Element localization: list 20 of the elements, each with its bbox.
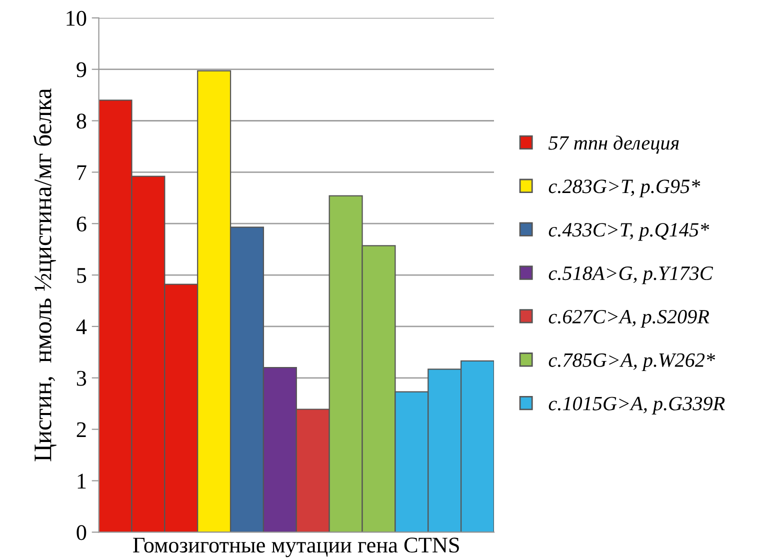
legend-label: c.283G>T, p.G95* bbox=[548, 180, 700, 198]
y-tick-label: 10 bbox=[66, 10, 86, 26]
legend-label: c.433C>T, p.Q145* bbox=[548, 223, 710, 241]
x-axis-title: Гомозиготные мутации гена CTNS bbox=[133, 538, 459, 558]
y-tick-label: 0 bbox=[76, 525, 86, 540]
y-tick-label: 1 bbox=[78, 474, 86, 488]
y-tick-label: 5 bbox=[77, 268, 86, 283]
y-tick-label: 2 bbox=[76, 422, 86, 438]
y-axis-title: Цистин, нмоль ½цистина/мг белка bbox=[33, 88, 56, 462]
y-tick-label: 6 bbox=[76, 216, 86, 232]
y-tick-label: 3 bbox=[76, 370, 86, 386]
legend-label: c.785G>A, p.W262* bbox=[548, 353, 716, 372]
y-tick-label: 9 bbox=[76, 62, 86, 78]
y-tick-label: 7 bbox=[77, 165, 86, 180]
y-tick-label: 8 bbox=[76, 114, 86, 129]
legend-label: c.1015G>A, p.G339R bbox=[548, 396, 725, 414]
y-tick-label: 4 bbox=[76, 320, 87, 334]
legend-label: c.627C>A, p.S209R bbox=[548, 310, 710, 328]
legend-label: c.518A>G, p.Y173C bbox=[548, 266, 714, 284]
legend-label: 57 тпн делеция bbox=[548, 136, 679, 154]
